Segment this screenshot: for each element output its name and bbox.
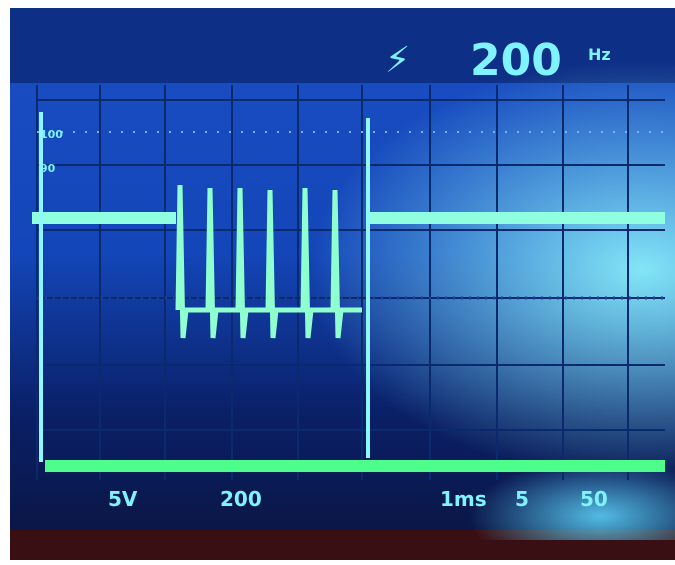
pulse-train [175, 184, 362, 339]
scale-mark: 90 [40, 162, 56, 175]
trace-edge [39, 112, 370, 462]
readout: 5 [515, 487, 529, 511]
icon: ⚡ [385, 40, 410, 81]
frequency: 200 [470, 35, 562, 86]
frequency-unit: Hz [588, 45, 611, 64]
scale-mark: 100 [40, 128, 63, 141]
readout: 5V [108, 487, 138, 511]
readout: 200 [220, 487, 262, 511]
readout: 1ms [440, 487, 487, 511]
grid [36, 85, 665, 480]
readout: 50 [580, 487, 608, 511]
